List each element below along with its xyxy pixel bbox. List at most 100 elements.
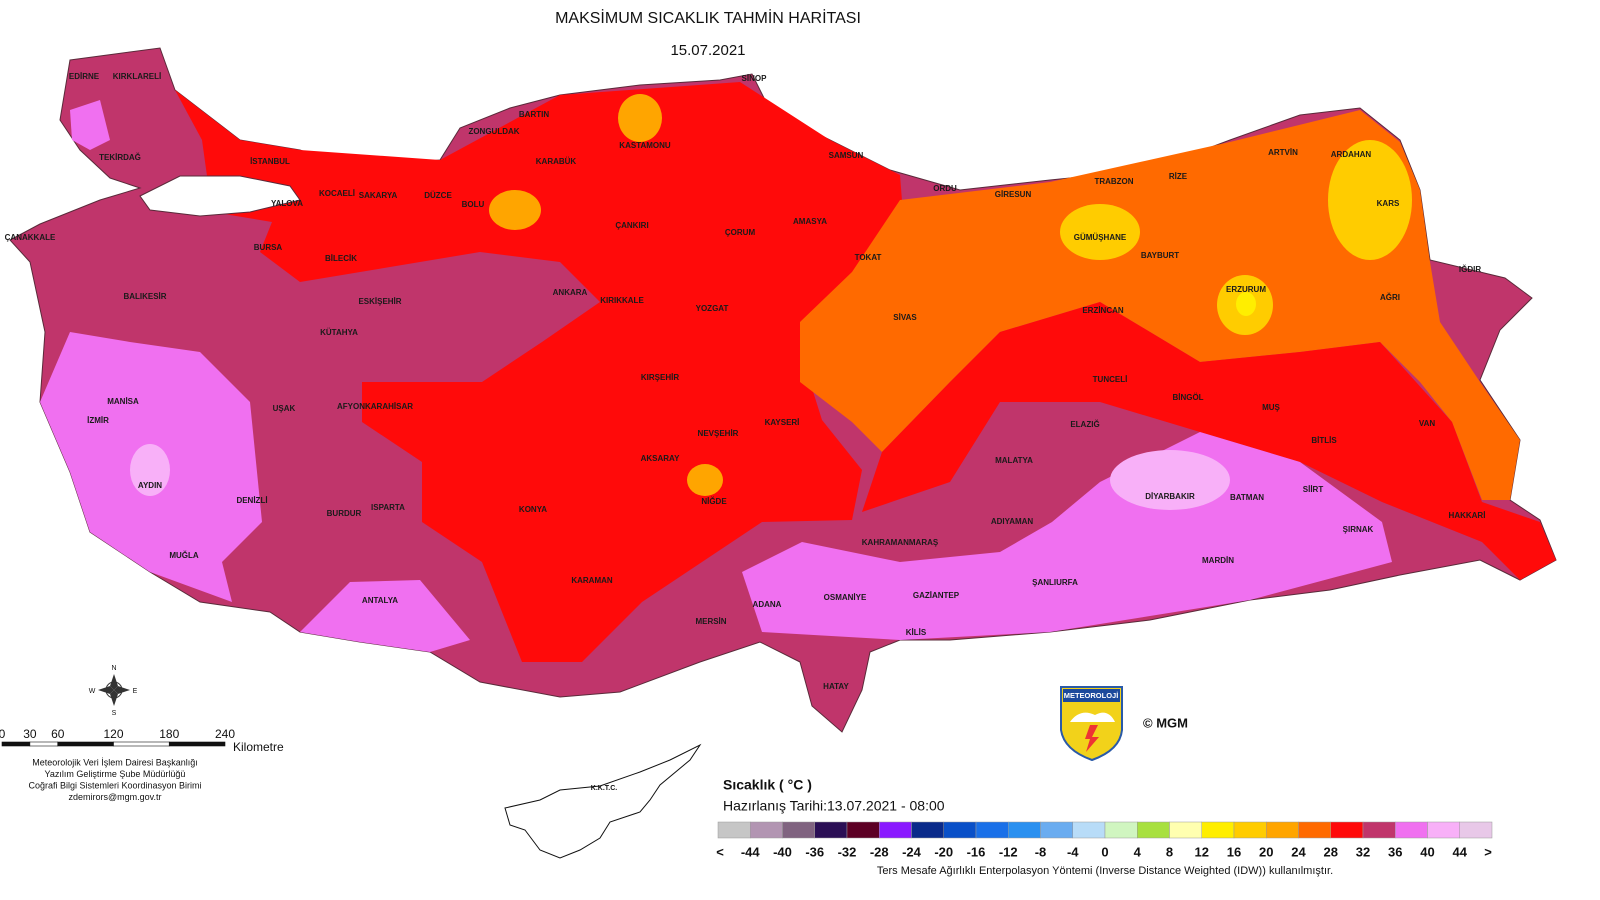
- city-label: ANKARA: [553, 288, 588, 297]
- city-label: ADANA: [753, 600, 782, 609]
- city-label: KIRKLARELİ: [113, 72, 161, 81]
- city-label: MALATYA: [995, 456, 1033, 465]
- city-label: ŞIRNAK: [1343, 525, 1374, 534]
- legend-tick-label: -40: [773, 844, 792, 859]
- city-label: KİLİS: [906, 628, 927, 637]
- copyright: © MGM: [1143, 715, 1188, 730]
- city-label: IĞDIR: [1459, 265, 1481, 274]
- legend-swatch: [1104, 821, 1138, 839]
- compass-e: E: [133, 688, 138, 695]
- legend-swatch: [879, 821, 912, 839]
- city-label: RİZE: [1169, 172, 1188, 181]
- legend-swatch: [1362, 821, 1396, 839]
- legend-swatch: [975, 821, 1009, 839]
- legend-tick-label: -24: [902, 844, 922, 859]
- city-label: AFYONKARAHİSAR: [337, 402, 413, 411]
- spot-nigde: [687, 464, 723, 496]
- legend-tick-label: -28: [870, 844, 889, 859]
- city-label: YALOVA: [271, 199, 303, 208]
- credit-line: zdemirors@mgm.gov.tr: [69, 792, 162, 802]
- city-label: AKSARAY: [641, 454, 680, 463]
- city-label: BATMAN: [1230, 493, 1264, 502]
- city-label: BOLU: [462, 200, 485, 209]
- city-label: BARTIN: [519, 110, 549, 119]
- legend-swatch: [1040, 821, 1073, 839]
- city-label: ŞANLIURFA: [1032, 578, 1078, 587]
- spot-kars: [1328, 140, 1412, 260]
- legend-tick-label: -16: [967, 844, 986, 859]
- city-label: KAYSERİ: [765, 418, 800, 427]
- city-label: SAKARYA: [359, 191, 398, 200]
- city-label: KASTAMONU: [619, 141, 671, 150]
- legend-swatch: [814, 821, 848, 839]
- legend-tick-label: 24: [1291, 844, 1306, 859]
- city-label: GİRESUN: [995, 190, 1032, 199]
- city-label: DİYARBAKIR: [1145, 492, 1195, 501]
- zone-pink-nw: [70, 100, 110, 150]
- city-label: SİİRT: [1303, 485, 1324, 494]
- legend-tick-label: -4: [1067, 844, 1079, 859]
- legend-title: Sıcaklık ( °C ): [723, 777, 812, 793]
- scale-tick-label: 180: [159, 727, 179, 741]
- city-label: HATAY: [823, 682, 849, 691]
- city-label: ORDU: [933, 184, 957, 193]
- scale-segment: [57, 741, 114, 747]
- city-label: AĞRI: [1380, 293, 1400, 302]
- legend-tick-label: -12: [999, 844, 1018, 859]
- zone-pink-s: [300, 580, 470, 652]
- city-label: ESKİŞEHİR: [358, 297, 401, 306]
- legend-swatch: [1233, 821, 1267, 839]
- credit-line: Coğrafi Bilgi Sistemleri Koordinasyon Bi…: [28, 780, 201, 790]
- legend-swatch: [846, 821, 880, 839]
- spot-aydin: [130, 444, 170, 496]
- marmara-sea: [139, 175, 301, 217]
- city-label: KÜTAHYA: [320, 328, 358, 337]
- scale-tick-label: 120: [103, 727, 123, 741]
- legend-tick-label: 12: [1195, 844, 1209, 859]
- legend-tick-label: 36: [1388, 844, 1402, 859]
- city-label: KAHRAMANMARAŞ: [862, 538, 939, 547]
- scale-unit: Kilometre: [233, 740, 284, 754]
- legend-tick-label: 40: [1420, 844, 1434, 859]
- city-label: ÇANKIRI: [615, 221, 648, 230]
- city-label: MUĞLA: [169, 551, 199, 560]
- city-label: ADIYAMAN: [991, 517, 1034, 526]
- legend-swatch: [911, 821, 944, 839]
- city-label: NEVŞEHİR: [698, 429, 739, 438]
- city-label: OSMANİYE: [824, 593, 867, 602]
- legend-tick-label: 20: [1259, 844, 1273, 859]
- city-label: AMASYA: [793, 217, 827, 226]
- city-label: GÜMÜŞHANE: [1074, 233, 1127, 242]
- credit-line: Meteorolojik Veri İşlem Dairesi Başkanlı…: [32, 757, 198, 767]
- scale-tick-label: 240: [215, 727, 235, 741]
- city-label: BALIKESİR: [123, 292, 166, 301]
- legend-above: >: [1484, 844, 1492, 859]
- legend-swatch: [1266, 821, 1299, 839]
- legend-swatch: [1427, 821, 1460, 839]
- legend-prepared: Hazırlanış Tarihi:13.07.2021 - 08:00: [723, 798, 945, 814]
- city-label: İZMİR: [87, 416, 109, 425]
- city-label: BİTLİS: [1311, 436, 1337, 445]
- legend: < -44 -40 -36 -32 -28 -24 -20 -16 -12 -8 -4 0 4 8 12 16 2…: [716, 821, 1493, 859]
- city-label: BİLECİK: [325, 254, 357, 263]
- city-label: NİĞDE: [701, 497, 727, 506]
- legend-tick-label: -44: [741, 844, 761, 859]
- legend-below: <: [716, 844, 724, 859]
- city-label: ANTALYA: [362, 596, 398, 605]
- compass-n: N: [111, 665, 116, 672]
- map: [9, 47, 1557, 733]
- city-label: HAKKARİ: [1449, 511, 1486, 520]
- scale-segment: [29, 741, 59, 747]
- logo-text: METEOROLOJİ: [1064, 691, 1119, 700]
- legend-swatch: [1298, 821, 1331, 839]
- city-label: ÇORUM: [725, 228, 756, 237]
- scale-segment: [168, 741, 226, 747]
- city-label: MERSİN: [695, 617, 726, 626]
- compass: N E S W: [89, 665, 138, 717]
- city-label: BİNGÖL: [1172, 393, 1203, 402]
- city-label: ERZURUM: [1226, 285, 1266, 294]
- legend-tick-label: 16: [1227, 844, 1241, 859]
- zone-red-central: [175, 82, 905, 662]
- zone-pink-se: [742, 432, 1392, 640]
